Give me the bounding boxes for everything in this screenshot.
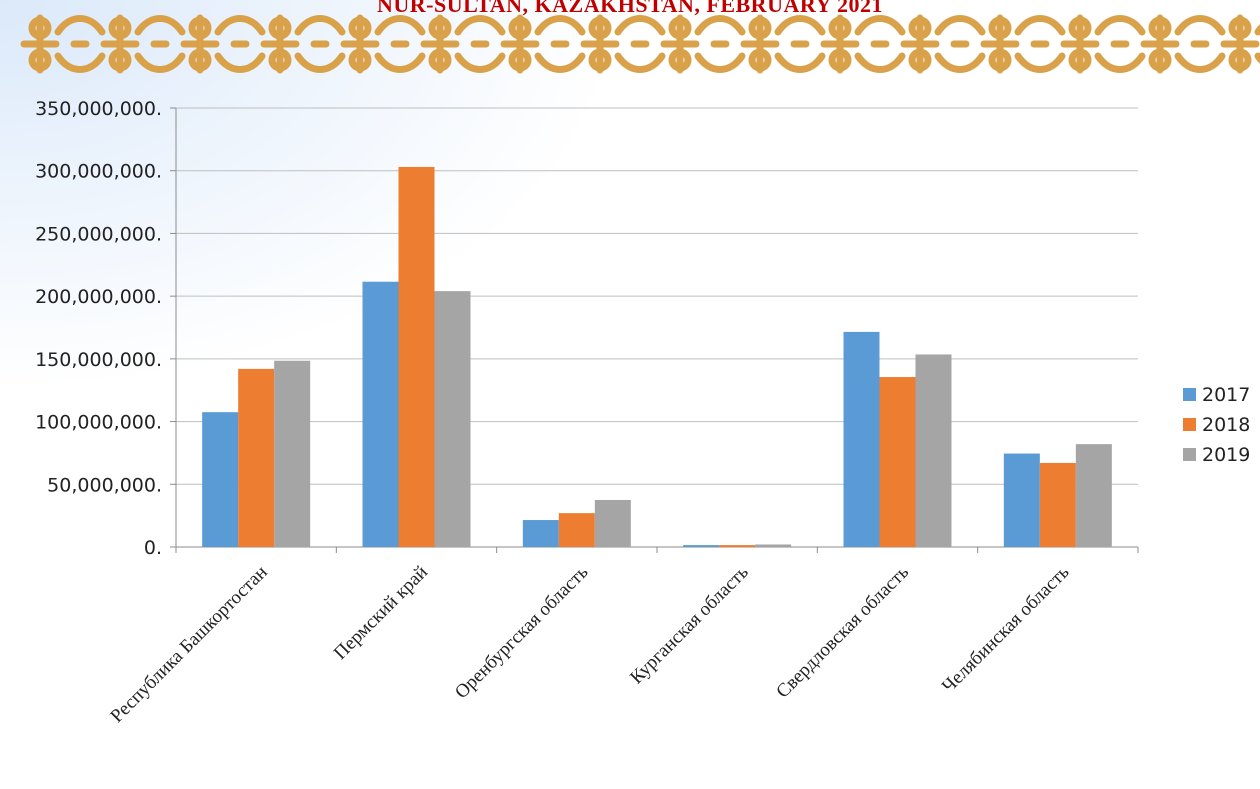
ornament-border <box>20 14 1260 74</box>
ornament-motif <box>340 14 426 74</box>
ornament-motif <box>100 14 186 74</box>
x-category-label: Пермский край <box>330 562 432 664</box>
bar-2019 <box>1075 444 1112 547</box>
bar-2018 <box>879 377 916 547</box>
ornament-motif <box>500 14 586 74</box>
bar-2019 <box>434 291 471 547</box>
y-tick-label: 250,000,000. <box>35 223 162 245</box>
bar-2018 <box>719 545 756 547</box>
ornament-motif <box>420 14 506 74</box>
y-tick-label: 200,000,000. <box>35 286 162 308</box>
y-tick-label: 50,000,000. <box>47 474 162 496</box>
ornament-motif <box>1220 14 1260 74</box>
bar-2017 <box>1003 453 1040 547</box>
ornament-motif <box>820 14 906 74</box>
ornament-motif <box>740 14 826 74</box>
x-category-label: Курганская область <box>626 561 753 688</box>
legend-label-2018: 2018 <box>1202 414 1250 436</box>
bar-2017 <box>522 520 559 547</box>
bar-2019 <box>594 499 631 547</box>
bar-2018 <box>558 513 595 547</box>
x-category-label: Республика Башкортостан <box>106 562 271 727</box>
legend-swatch-2017 <box>1183 388 1196 401</box>
ornament-motif <box>980 14 1066 74</box>
bar-2017 <box>362 281 399 547</box>
ornament-motif <box>580 14 666 74</box>
banner-title: NUR-SULTAN, KAZAKHSTAN, FEBRUARY 2021 <box>376 0 884 17</box>
ornament-motif <box>1140 14 1226 74</box>
y-tick-label: 100,000,000. <box>35 412 162 434</box>
bar-2019 <box>915 354 952 547</box>
bar-2017 <box>843 331 880 547</box>
ornament-motif <box>180 14 266 74</box>
y-tick-label: 150,000,000. <box>35 349 162 371</box>
legend-swatch-2019 <box>1183 448 1196 461</box>
bar-2019 <box>755 544 792 547</box>
y-tick-label: 350,000,000. <box>35 98 162 120</box>
x-category-label: Оренбургская область <box>451 561 593 703</box>
y-tick-label: 300,000,000. <box>35 161 162 183</box>
bar-2018 <box>1039 462 1076 547</box>
ornament-motif <box>1060 14 1146 74</box>
ornament-motif <box>660 14 746 74</box>
y-tick-label: 0. <box>144 537 162 559</box>
x-category-label: Свердловская область <box>772 561 913 702</box>
ornament-motif <box>260 14 346 74</box>
bar-2018 <box>238 368 275 547</box>
x-category-label: Челябинская область <box>938 561 1074 697</box>
bar-2017 <box>202 412 239 547</box>
legend-swatch-2018 <box>1183 418 1196 431</box>
legend-label-2017: 2017 <box>1202 384 1250 406</box>
ornament-motif <box>900 14 986 74</box>
bar-2017 <box>683 545 720 547</box>
legend-label-2019: 2019 <box>1202 444 1250 466</box>
bar-2018 <box>398 166 435 548</box>
bar-2019 <box>274 360 311 547</box>
ornament-motif <box>20 14 106 74</box>
